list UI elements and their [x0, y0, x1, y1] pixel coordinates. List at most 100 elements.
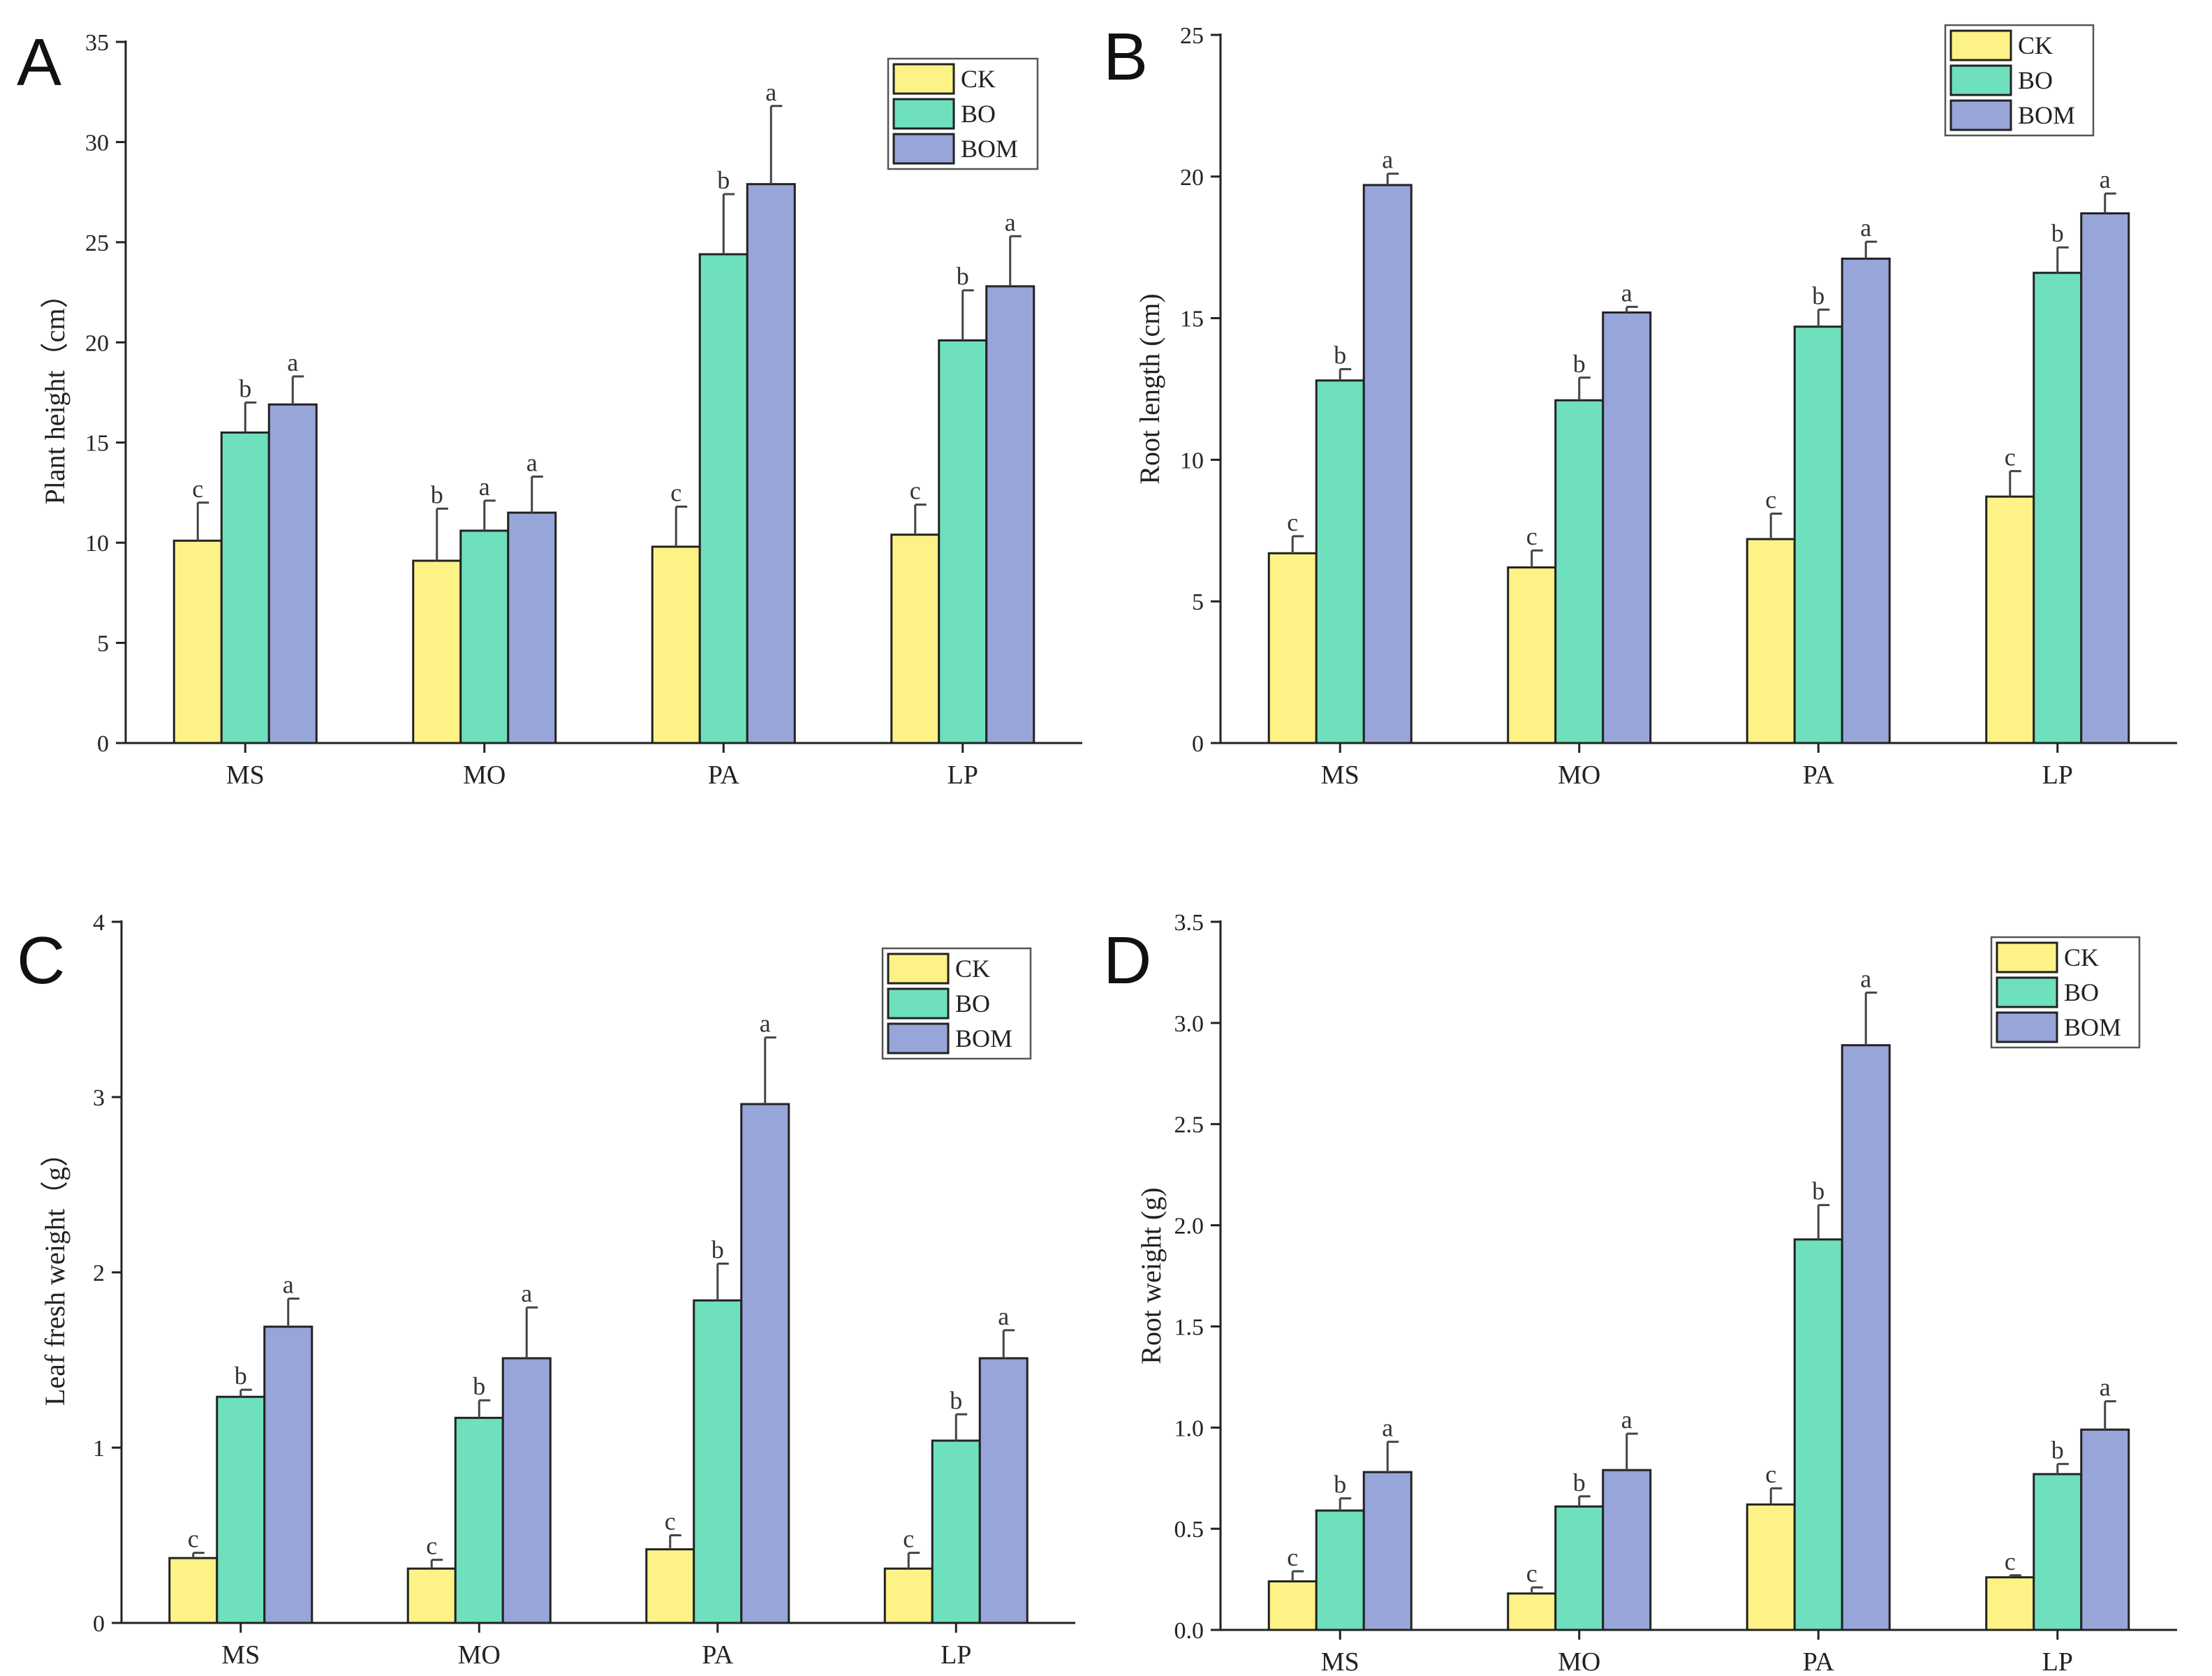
- legend-swatch-bom: [892, 133, 955, 165]
- bar-ck-lp: [883, 1567, 934, 1624]
- legend-swatch-bo: [892, 98, 955, 130]
- y-tick-label: 30: [85, 130, 109, 156]
- bar-bo-pa: [698, 253, 749, 744]
- significance-label: b: [950, 1386, 962, 1414]
- significance-label: b: [717, 166, 730, 194]
- y-tick-label: 1.0: [1174, 1416, 1204, 1441]
- significance-label: a: [1382, 1414, 1393, 1442]
- y-tick-label: 20: [85, 330, 109, 356]
- y-tick-label: 3.5: [1174, 910, 1204, 936]
- significance-label: c: [665, 1508, 676, 1536]
- legend-label: BO: [961, 100, 996, 128]
- significance-label: b: [239, 374, 251, 402]
- significance-label: c: [2005, 1548, 2016, 1575]
- bar-bom-lp: [2080, 1428, 2130, 1631]
- panel-letter: B: [1103, 20, 1148, 94]
- bar-bom-mo: [507, 511, 557, 744]
- bar-bom-mo: [1602, 1469, 1652, 1631]
- y-tick-label: 35: [85, 30, 109, 56]
- significance-label: c: [903, 1525, 914, 1553]
- panel-letter: D: [1103, 923, 1151, 998]
- y-tick-label: 2: [93, 1260, 105, 1286]
- bar-bom-mo: [501, 1357, 552, 1624]
- x-tick-label: PA: [1803, 1647, 1835, 1676]
- y-tick-label: 0.5: [1174, 1517, 1204, 1543]
- x-tick-label: MO: [458, 1640, 501, 1670]
- legend-label: BO: [2064, 978, 2099, 1006]
- y-tick-label: 3: [93, 1085, 105, 1111]
- significance-label: a: [998, 1302, 1009, 1330]
- bar-bo-mo: [459, 529, 510, 744]
- legend-swatch-bo: [1996, 976, 2058, 1008]
- bar-bo-lp: [931, 1439, 981, 1624]
- y-tick-label: 0: [97, 731, 109, 757]
- legend-swatch-ck: [1949, 29, 2012, 61]
- legend-swatch-ck: [1996, 941, 2058, 973]
- y-axis-title: Root weight (g): [1135, 1187, 1167, 1364]
- significance-label: c: [1287, 508, 1298, 536]
- panel-letter: C: [17, 923, 65, 998]
- y-tick-label: 2.5: [1174, 1112, 1204, 1138]
- significance-label: c: [670, 479, 681, 507]
- significance-label: b: [1812, 281, 1824, 309]
- y-tick-label: 5: [97, 631, 109, 657]
- legend-label: BOM: [2018, 101, 2075, 129]
- bar-bo-ms: [1315, 1509, 1365, 1631]
- significance-label: a: [1382, 146, 1393, 174]
- bar-bo-mo: [1554, 399, 1605, 744]
- significance-label: b: [1573, 350, 1586, 378]
- bar-bom-ms: [1362, 1471, 1413, 1631]
- bar-ck-mo: [406, 1567, 457, 1624]
- bar-bom-pa: [740, 1103, 790, 1624]
- x-tick-label: MS: [1321, 760, 1359, 790]
- bar-ck-mo: [412, 559, 462, 744]
- significance-label: c: [426, 1532, 437, 1560]
- x-tick-label: PA: [708, 760, 740, 790]
- bar-bom-ms: [267, 403, 318, 744]
- bar-bo-ms: [220, 431, 270, 744]
- significance-label: b: [711, 1235, 724, 1263]
- y-tick-label: 0: [93, 1611, 105, 1637]
- y-tick-label: 20: [1180, 165, 1204, 191]
- x-tick-label: LP: [2042, 1647, 2073, 1676]
- significance-label: a: [521, 1279, 532, 1307]
- bar-bo-lp: [2033, 272, 2083, 744]
- y-tick-label: 2.0: [1174, 1214, 1204, 1240]
- bar-bo-pa: [1793, 325, 1843, 744]
- y-tick-label: 15: [1180, 307, 1204, 332]
- y-axis-title: Plant height（cm）: [39, 280, 71, 504]
- significance-label: b: [2051, 1436, 2064, 1464]
- legend-label: CK: [2018, 31, 2053, 59]
- significance-label: a: [765, 78, 776, 106]
- x-tick-label: LP: [2042, 760, 2073, 790]
- significance-label: a: [1860, 214, 1871, 242]
- x-tick-label: MS: [1321, 1647, 1359, 1676]
- legend-swatch-bom: [887, 1022, 950, 1054]
- x-tick-label: LP: [948, 760, 978, 790]
- significance-label: b: [235, 1362, 247, 1390]
- significance-label: c: [2005, 443, 2016, 471]
- significance-label: c: [188, 1525, 199, 1553]
- bar-bom-ms: [1362, 184, 1413, 744]
- significance-label: b: [1334, 1471, 1346, 1499]
- y-tick-label: 1: [93, 1436, 105, 1462]
- y-tick-label: 3.0: [1174, 1011, 1204, 1037]
- legend-label: CK: [2064, 943, 2099, 971]
- y-tick-label: 1.5: [1174, 1314, 1204, 1340]
- legend-label: BOM: [955, 1024, 1012, 1052]
- significance-label: a: [283, 1271, 294, 1299]
- chart-panel-c: C 0 1 2 3 4 Leaf fresh weight（g） MS c b a MO c b a PA c b…: [17, 910, 1075, 1670]
- legend-swatch-ck: [892, 63, 955, 95]
- significance-label: b: [2051, 219, 2064, 247]
- bar-bo-mo: [1554, 1505, 1605, 1631]
- bar-ck-pa: [651, 545, 701, 744]
- bar-ck-ms: [1267, 552, 1318, 744]
- significance-label: a: [2100, 1374, 2111, 1402]
- significance-label: c: [1287, 1543, 1298, 1571]
- bar-bo-lp: [938, 339, 988, 744]
- panel-letter: A: [17, 25, 61, 100]
- significance-label: a: [287, 348, 298, 376]
- legend-label: BO: [955, 990, 990, 1017]
- chart-panel-d: D 0.0 0.5 1.0 1.5 2.0 2.5 3.0 3.5 Root weight (g)…: [1103, 910, 2177, 1676]
